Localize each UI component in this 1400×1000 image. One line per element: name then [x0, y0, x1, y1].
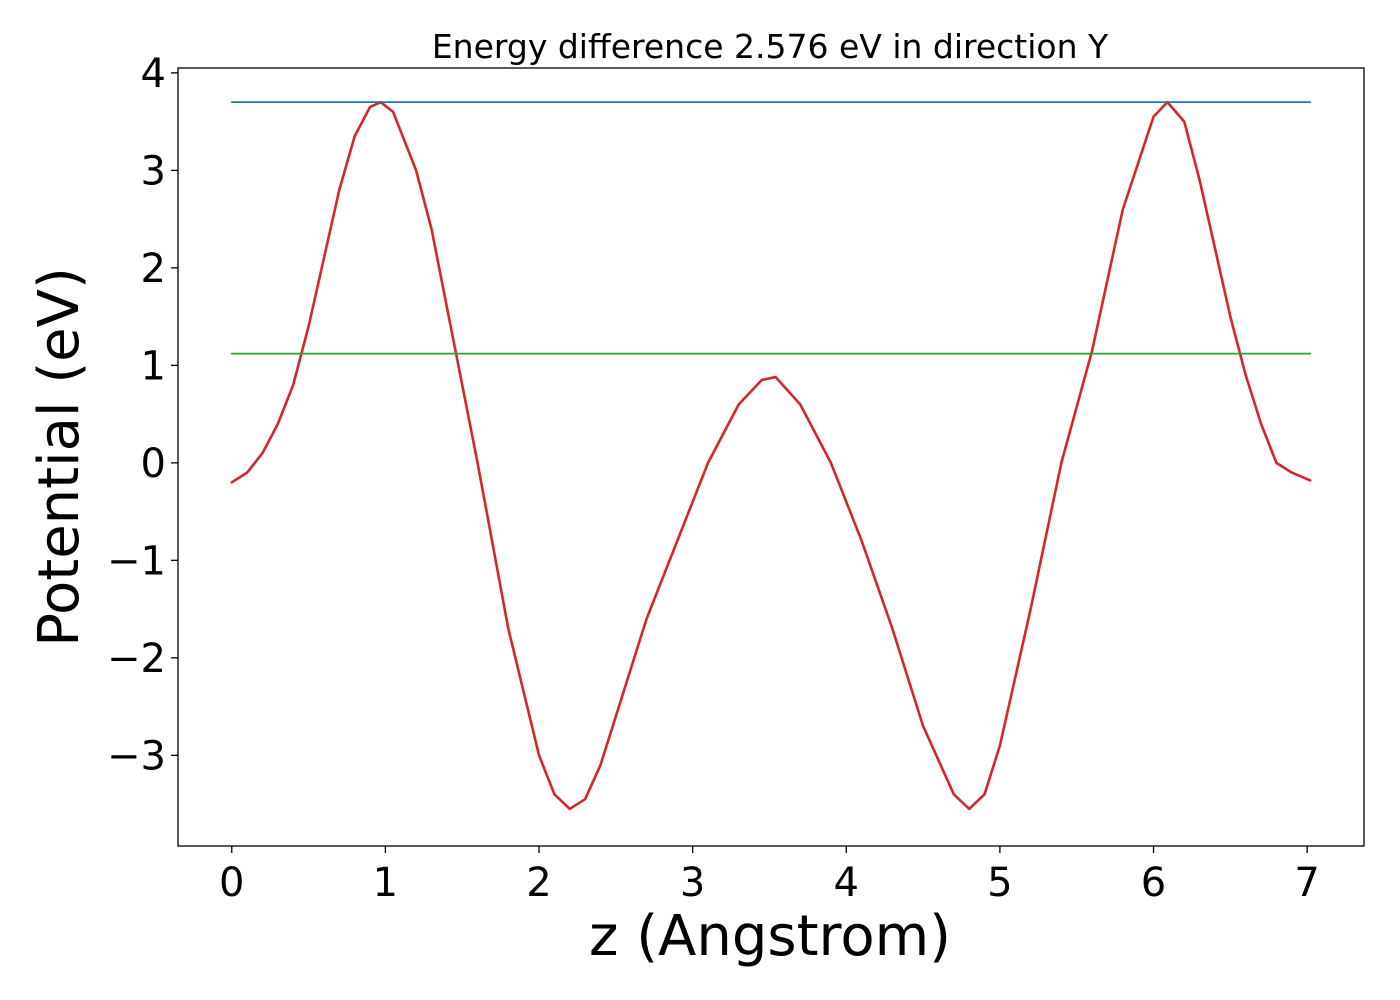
y-axis: −3 −2 −1 0 1 2 3 4 — [107, 51, 178, 779]
x-axis-title: z (Angstrom) — [589, 904, 951, 969]
y-tick-label: −2 — [107, 636, 166, 682]
x-tick-label: 5 — [987, 860, 1012, 906]
y-tick-label: −1 — [107, 538, 166, 584]
y-tick-label: 4 — [141, 51, 166, 97]
chart-title: Energy difference 2.576 eV in direction … — [432, 27, 1109, 66]
x-axis: 0 1 2 3 4 5 6 7 — [219, 846, 1320, 906]
y-tick-label: 0 — [141, 441, 166, 487]
y-tick-label: 2 — [141, 246, 166, 292]
x-tick-label: 7 — [1294, 860, 1319, 906]
x-tick-label: 0 — [219, 860, 244, 906]
x-tick-label: 2 — [526, 860, 551, 906]
y-tick-label: −3 — [107, 733, 166, 779]
y-axis-title: Potential (eV) — [27, 267, 92, 647]
x-tick-label: 6 — [1141, 860, 1166, 906]
x-tick-label: 3 — [680, 860, 705, 906]
series-layer — [230, 100, 1312, 811]
y-tick-label: 1 — [141, 343, 166, 389]
plot-frame — [177, 67, 1365, 847]
y-tick-label: 3 — [141, 148, 166, 194]
series-line-0 — [230, 100, 1312, 811]
x-tick-label: 4 — [834, 860, 859, 906]
x-tick-label: 1 — [373, 860, 398, 906]
